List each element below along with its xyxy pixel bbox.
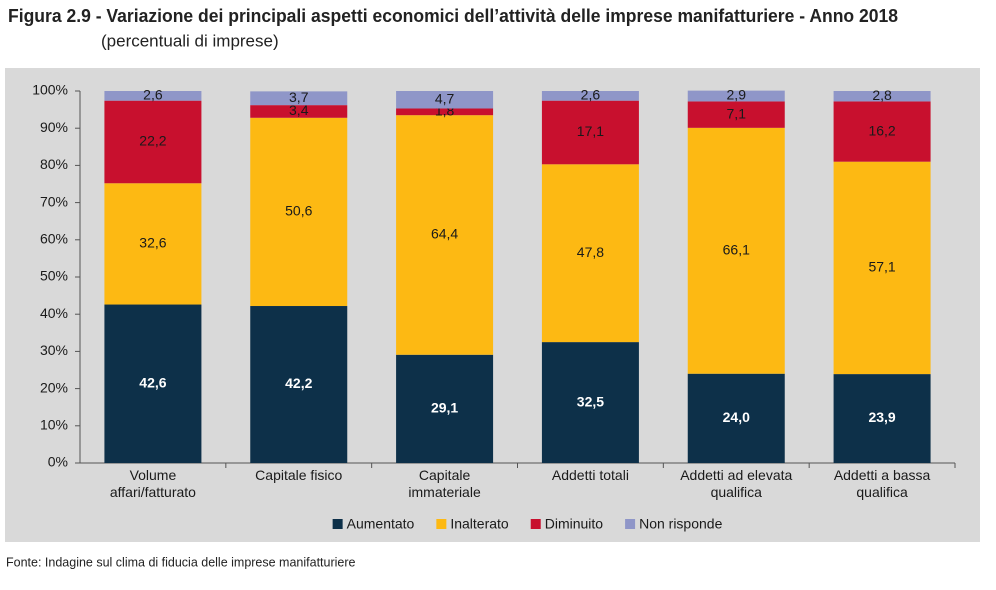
value-label: 16,2 bbox=[868, 122, 895, 138]
legend-label: Diminuito bbox=[545, 516, 604, 532]
bar-segment bbox=[833, 374, 931, 463]
value-label: 3,4 bbox=[289, 102, 309, 118]
y-tick-label: 70% bbox=[40, 193, 68, 209]
legend-swatch bbox=[530, 519, 541, 529]
legend-swatch bbox=[436, 519, 447, 529]
y-tick-label: 40% bbox=[40, 305, 68, 321]
value-label: 42,6 bbox=[139, 374, 166, 390]
value-label: 32,6 bbox=[139, 235, 166, 251]
bar-segment bbox=[396, 91, 494, 109]
y-tick-label: 100% bbox=[32, 82, 68, 98]
value-label: 7,1 bbox=[727, 105, 747, 121]
y-tick-label: 50% bbox=[40, 268, 68, 284]
x-tick-label: Volume affari/fatturato bbox=[110, 467, 196, 500]
value-label: 22,2 bbox=[139, 133, 166, 149]
bar-segment bbox=[104, 100, 202, 184]
bar-segment bbox=[541, 164, 639, 343]
y-tick-label: 90% bbox=[40, 119, 68, 135]
x-tick-label: Capitale fisico bbox=[255, 467, 342, 483]
bar-segment bbox=[250, 117, 348, 307]
bar-segment bbox=[833, 91, 931, 102]
value-label: 29,1 bbox=[431, 400, 458, 416]
value-label: 50,6 bbox=[285, 203, 312, 219]
bar-segment bbox=[396, 108, 494, 116]
legend-swatch bbox=[625, 519, 636, 529]
bar-segment bbox=[541, 342, 639, 463]
y-tick-label: 10% bbox=[40, 417, 68, 433]
y-tick-label: 80% bbox=[40, 156, 68, 172]
bar-segment bbox=[396, 115, 494, 355]
bar-segment bbox=[687, 373, 785, 463]
value-label: 23,9 bbox=[868, 409, 895, 425]
y-tick-label: 0% bbox=[48, 454, 68, 470]
source-note: Fonte: Indagine sul clima di fiducia del… bbox=[6, 555, 356, 569]
legend-label: Non risponde bbox=[639, 516, 722, 532]
legend-label: Inalterato bbox=[450, 516, 509, 532]
chart-subtitle: (percentuali di imprese) bbox=[101, 31, 279, 50]
value-label: 32,5 bbox=[577, 393, 604, 409]
value-label: 2,6 bbox=[143, 87, 163, 103]
value-label: 4,7 bbox=[435, 90, 455, 106]
value-label: 64,4 bbox=[431, 226, 458, 242]
bar-segment bbox=[541, 91, 639, 101]
value-label: 42,2 bbox=[285, 375, 312, 391]
bar-segment bbox=[104, 183, 202, 305]
value-label: 57,1 bbox=[868, 259, 895, 275]
value-label: 2,8 bbox=[872, 87, 892, 103]
bar-segment bbox=[541, 100, 639, 165]
bar-segment bbox=[833, 161, 931, 375]
y-tick-label: 20% bbox=[40, 379, 68, 395]
bar-segment bbox=[104, 91, 202, 101]
x-tick-label: Capitale immateriale bbox=[408, 467, 481, 500]
y-tick-label: 30% bbox=[40, 342, 68, 358]
legend-label: Aumentato bbox=[347, 516, 415, 532]
value-label: 17,1 bbox=[577, 123, 604, 139]
value-label: 2,9 bbox=[727, 87, 747, 103]
bar-segment bbox=[687, 90, 785, 102]
value-label: 66,1 bbox=[723, 241, 750, 257]
value-label: 24,0 bbox=[723, 409, 750, 425]
value-label: 47,8 bbox=[577, 244, 604, 260]
value-label: 2,6 bbox=[581, 87, 601, 103]
x-tick-label: Addetti ad elevata qualifica bbox=[680, 467, 792, 500]
bar-segment bbox=[396, 354, 494, 463]
bar-segment bbox=[687, 101, 785, 128]
bar-segment bbox=[833, 101, 931, 162]
chart-title: Figura 2.9 - Variazione dei principali a… bbox=[8, 6, 898, 26]
value-label: 3,7 bbox=[289, 89, 309, 105]
bar-segment bbox=[687, 127, 785, 374]
x-tick-label: Addetti totali bbox=[552, 467, 629, 483]
bar-segment bbox=[250, 105, 348, 118]
bar-segment bbox=[250, 306, 348, 463]
bar-segment bbox=[104, 304, 202, 463]
y-tick-label: 60% bbox=[40, 231, 68, 247]
x-tick-label: Addetti a bassa qualifica bbox=[834, 467, 931, 500]
bar-segment bbox=[250, 91, 348, 106]
legend-swatch bbox=[332, 519, 343, 529]
